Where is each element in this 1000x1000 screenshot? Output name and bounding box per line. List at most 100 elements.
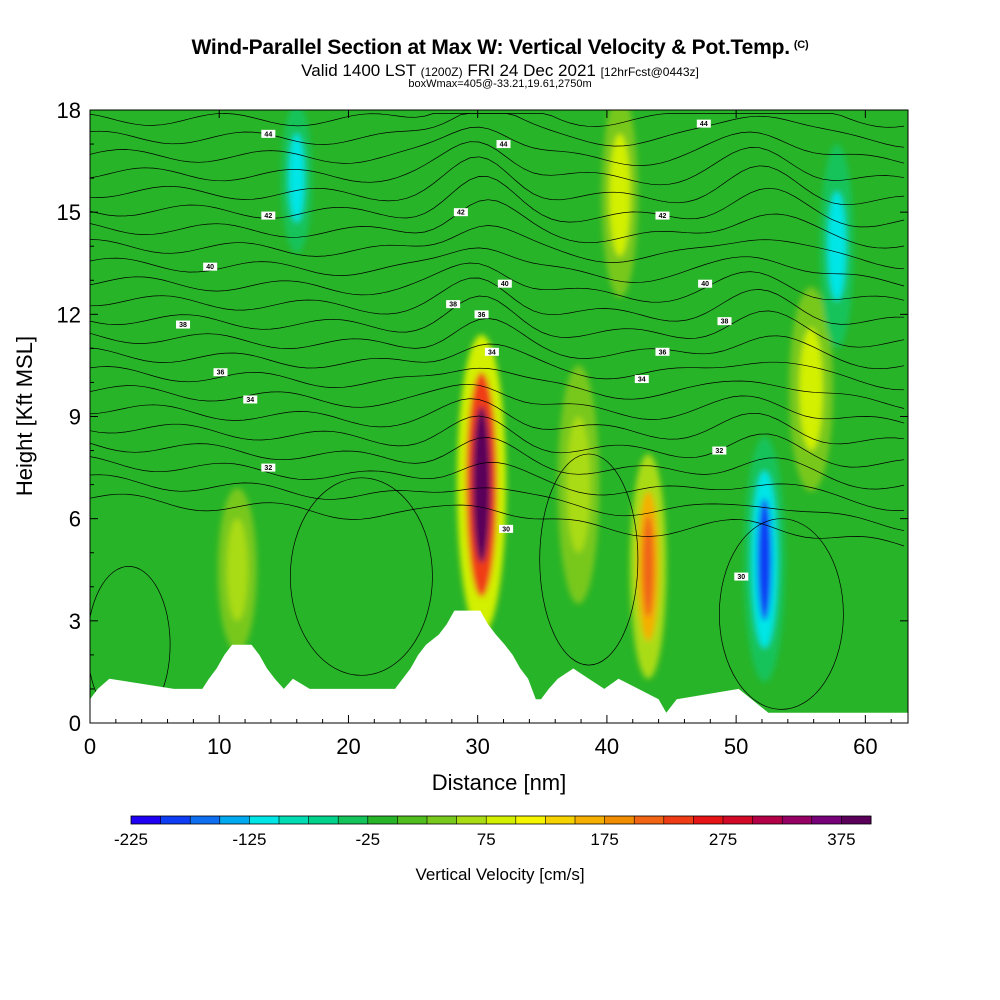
colorbar-swatch [279,816,310,824]
contour-label-text: 30 [737,574,745,581]
colorbar-swatch [456,816,487,824]
field-feature-updraft-upper [789,287,834,492]
contour-label-bg [203,262,218,271]
theta-contour-line [90,141,905,186]
contour-label-text: 32 [715,448,723,455]
contour-label-44: 44 [261,129,276,138]
colorbar-tick-label: 75 [477,830,496,849]
contour-label-36: 36 [213,368,228,377]
contour-label-32: 32 [261,463,276,472]
field-feature-downdraft-top [281,110,313,254]
contour-label-bg [176,320,191,329]
contour-label-42: 42 [261,211,276,220]
field-feature-updraft-mid [557,365,600,604]
colorbar-swatch [486,816,517,824]
contour-label-42: 42 [655,211,670,220]
theta-contour-line [90,113,905,128]
contour-label-text: 38 [179,322,187,329]
contour-label-bg [655,347,670,356]
contour-label-text: 38 [449,302,457,309]
x-tick-label: 60 [853,734,877,759]
field-blob [226,518,248,621]
valid-utc: (1200Z) [420,65,463,79]
y-tick-label: 3 [69,609,81,634]
colorbar-swatch [338,816,369,824]
y-tick-label: 6 [69,507,81,532]
contour-label-text: 40 [501,281,509,288]
colorbar-swatch [545,816,576,824]
colorbar-swatch [367,816,398,824]
colorbar-swatch [782,816,813,824]
contour-label-text: 36 [478,312,486,319]
contour-label-bg [261,463,276,472]
contour-label-text: 38 [721,319,729,326]
colorbar-swatch [219,816,250,824]
colorbar-swatch [604,816,635,824]
colorbar-swatch [308,816,339,824]
theta-contour-loop [718,518,844,710]
contour-label-38: 38 [717,317,732,326]
contour-label-text: 32 [264,465,272,472]
y-tick-label: 18 [57,98,81,123]
x-tick-label: 10 [207,734,231,759]
x-tick-label: 40 [595,734,619,759]
contour-label-text: 44 [700,121,708,128]
contour-label-text: 34 [488,349,496,356]
terrain [90,610,908,723]
theta-contour-line [90,493,905,547]
theta-contour-loop [90,566,171,723]
contour-label-44: 44 [496,140,511,149]
plot-area: 44 44 44 42 42 42 40 40 40 38 38 38 36 36 36 34 34 34 32 32… [89,109,909,724]
colorbar-swatch [515,816,546,824]
contour-label-bg [496,140,511,149]
contour-label-bg [734,572,749,581]
x-tick-label: 50 [724,734,748,759]
field-feature-downdraft-core [743,436,786,683]
contour-label-text: 44 [500,142,508,149]
theta-contour-line [90,295,905,348]
contour-label-text: 44 [264,131,272,138]
contour-labels: 44 44 44 42 42 42 40 40 40 38 38 38 36 36 36 34 34 34 32 32… [176,119,749,581]
contour-label-30: 30 [734,572,749,581]
colorbar-swatch [575,816,606,824]
y-tick-label: 9 [69,405,81,430]
theta-contour-line [90,398,905,445]
colorbar-tick-label: -225 [114,830,148,849]
contour-label-text: 36 [217,370,225,377]
contour-label-bg [484,347,499,356]
field-feature-updraft-left [217,488,257,652]
colorbar-swatch [693,816,724,824]
colorbar-swatch [131,816,162,824]
contour-label-text: 40 [206,264,214,271]
colorbar-swatch [663,816,694,824]
theta-contours [90,113,905,723]
theta-contour-line [90,343,905,391]
colorbar-tick-label: -25 [356,830,381,849]
field-feature-updraft-top [601,110,638,298]
x-tick-label: 0 [84,734,96,759]
field-blob [642,515,655,618]
contour-label-bg [497,279,512,288]
contour-label-36: 36 [655,347,670,356]
field-blob [757,498,772,621]
chart-title: Wind-Parallel Section at Max W: Vertical… [0,36,1000,60]
theta-contour-line [90,383,905,424]
field-feature-updraft-core [457,334,507,635]
theta-contour-line [90,437,905,490]
theta-contour-line [90,262,905,303]
colorbar-swatch [190,816,221,824]
y-tick-label: 12 [57,302,81,327]
theta-contour-line [90,156,905,206]
contour-label-bg [499,524,514,533]
chart-subtitle: Valid 1400 LST (1200Z) FRI 24 Dec 2021 [… [0,61,1000,81]
theta-contour-line [90,318,905,370]
valid-date: FRI 24 Dec 2021 [467,61,596,80]
theta-contour-loop [539,453,639,666]
contour-label-text: 36 [659,349,667,356]
contour-label-34: 34 [484,347,499,356]
box-info: boxWmax=405@-33.21,19.61,2750m [408,78,592,90]
colorbar-swatch [841,816,872,824]
contour-label-bg [474,310,489,319]
contour-label-bg [634,375,649,384]
contour-label-text: 34 [246,397,254,404]
